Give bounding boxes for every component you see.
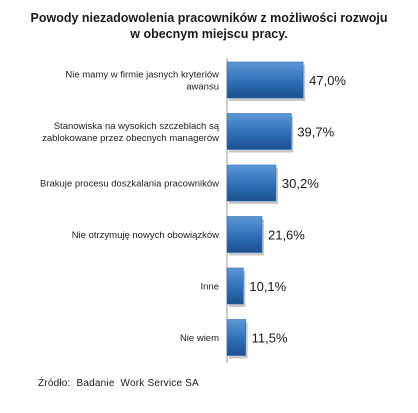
bar	[226, 164, 277, 202]
bar	[226, 61, 304, 99]
category-label: Nie wiem	[180, 333, 219, 344]
source-note: Źródło: Badanie Work Service SA	[38, 378, 199, 389]
category-label: Nie mamy w firmie jasnych kryteriów awans…	[65, 70, 219, 93]
bar	[226, 267, 244, 305]
chart-title-line-2: w obecnym miejscu pracy.	[130, 27, 288, 41]
bar	[226, 113, 292, 150]
chart-title-line-1: Powody niezadowolenia pracowników z możl…	[30, 11, 388, 25]
category-label-line: Stanowiska na wysokich szczeblach są	[54, 121, 220, 132]
value-label: 10,1%	[249, 279, 286, 294]
category-label-line: Nie wiem	[180, 333, 219, 344]
category-label-line: zablokowane przez obecnych managerów	[42, 133, 219, 144]
category-label-line: awansu	[186, 82, 219, 93]
value-label: 47,0%	[309, 73, 346, 88]
value-label: 30,2%	[282, 176, 319, 191]
bar	[226, 319, 246, 356]
value-label: 39,7%	[297, 125, 334, 140]
category-label-line: Brakuje procesu doszkalania pracowników	[40, 179, 219, 190]
category-label-line: Nie otrzymuję nowych obowiązków	[72, 230, 219, 241]
chart-title: Powody niezadowolenia pracowników z możl…	[0, 10, 418, 42]
category-label-line: Nie mamy w firmie jasnych kryteriów	[65, 70, 219, 81]
category-label-line: Inne	[201, 282, 220, 293]
value-label: 11,5%	[252, 331, 288, 346]
category-label: Inne	[201, 282, 220, 293]
category-label: Stanowiska na wysokich szczeblach są zabl…	[42, 121, 220, 144]
category-label: Brakuje procesu doszkalania pracowników	[40, 179, 219, 190]
value-label: 21,6%	[268, 228, 305, 243]
category-label: Nie otrzymuję nowych obowiązków	[72, 230, 219, 241]
bar	[226, 216, 263, 253]
